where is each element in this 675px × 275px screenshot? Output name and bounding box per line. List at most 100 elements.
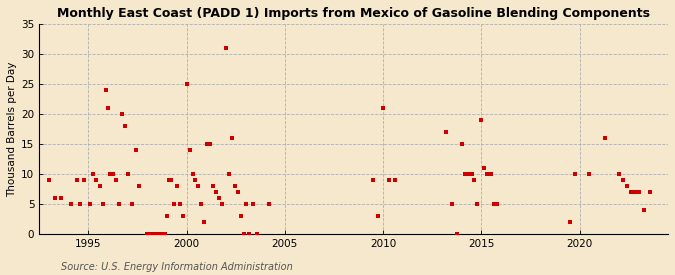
- Point: [584, 172, 595, 176]
- Point: [389, 178, 400, 182]
- Point: [79, 178, 90, 182]
- Point: [618, 178, 628, 182]
- Point: [482, 172, 493, 176]
- Point: [169, 202, 180, 206]
- Point: [240, 202, 251, 206]
- Point: [564, 220, 575, 224]
- Point: [107, 172, 118, 176]
- Point: [44, 178, 55, 182]
- Point: [65, 202, 76, 206]
- Point: [625, 190, 636, 194]
- Point: [629, 190, 640, 194]
- Point: [148, 232, 159, 236]
- Point: [489, 202, 500, 206]
- Point: [163, 178, 174, 182]
- Point: [600, 136, 611, 140]
- Point: [213, 196, 224, 200]
- Point: [105, 172, 115, 176]
- Point: [469, 178, 480, 182]
- Point: [91, 178, 102, 182]
- Point: [196, 202, 207, 206]
- Point: [116, 112, 127, 116]
- Point: [645, 190, 656, 194]
- Point: [486, 172, 497, 176]
- Point: [633, 190, 644, 194]
- Point: [639, 208, 650, 212]
- Point: [211, 190, 221, 194]
- Point: [569, 172, 580, 176]
- Point: [95, 184, 105, 188]
- Point: [178, 214, 188, 218]
- Point: [142, 232, 153, 236]
- Point: [152, 232, 163, 236]
- Point: [378, 106, 389, 110]
- Point: [134, 184, 145, 188]
- Point: [383, 178, 394, 182]
- Point: [466, 172, 477, 176]
- Point: [156, 232, 167, 236]
- Point: [236, 214, 246, 218]
- Point: [113, 202, 124, 206]
- Point: [55, 196, 66, 200]
- Point: [184, 148, 195, 152]
- Point: [614, 172, 624, 176]
- Point: [150, 232, 161, 236]
- Y-axis label: Thousand Barrels per Day: Thousand Barrels per Day: [7, 61, 17, 197]
- Point: [243, 232, 254, 236]
- Point: [101, 88, 111, 92]
- Point: [122, 172, 133, 176]
- Point: [190, 178, 201, 182]
- Point: [159, 232, 170, 236]
- Point: [205, 142, 215, 146]
- Point: [119, 124, 130, 128]
- Point: [154, 232, 165, 236]
- Point: [622, 184, 632, 188]
- Point: [75, 202, 86, 206]
- Point: [85, 202, 96, 206]
- Point: [208, 184, 219, 188]
- Text: Source: U.S. Energy Information Administration: Source: U.S. Energy Information Administ…: [61, 262, 292, 272]
- Point: [126, 202, 137, 206]
- Point: [181, 82, 192, 86]
- Point: [446, 202, 457, 206]
- Point: [452, 232, 462, 236]
- Point: [171, 184, 182, 188]
- Point: [252, 232, 263, 236]
- Point: [441, 130, 452, 134]
- Point: [456, 142, 467, 146]
- Point: [130, 148, 141, 152]
- Point: [476, 118, 487, 122]
- Point: [226, 136, 237, 140]
- Title: Monthly East Coast (PADD 1) Imports from Mexico of Gasoline Blending Components: Monthly East Coast (PADD 1) Imports from…: [57, 7, 650, 20]
- Point: [161, 214, 172, 218]
- Point: [71, 178, 82, 182]
- Point: [230, 184, 240, 188]
- Point: [165, 178, 176, 182]
- Point: [463, 172, 474, 176]
- Point: [88, 172, 99, 176]
- Point: [158, 232, 169, 236]
- Point: [238, 232, 249, 236]
- Point: [103, 106, 113, 110]
- Point: [111, 178, 122, 182]
- Point: [223, 172, 234, 176]
- Point: [49, 196, 60, 200]
- Point: [187, 172, 198, 176]
- Point: [193, 184, 204, 188]
- Point: [373, 214, 383, 218]
- Point: [221, 46, 232, 50]
- Point: [472, 202, 483, 206]
- Point: [232, 190, 243, 194]
- Point: [144, 232, 155, 236]
- Point: [146, 232, 157, 236]
- Point: [479, 166, 490, 170]
- Point: [199, 220, 210, 224]
- Point: [264, 202, 275, 206]
- Point: [217, 202, 227, 206]
- Point: [202, 142, 213, 146]
- Point: [368, 178, 379, 182]
- Point: [491, 202, 502, 206]
- Point: [174, 202, 185, 206]
- Point: [459, 172, 470, 176]
- Point: [98, 202, 109, 206]
